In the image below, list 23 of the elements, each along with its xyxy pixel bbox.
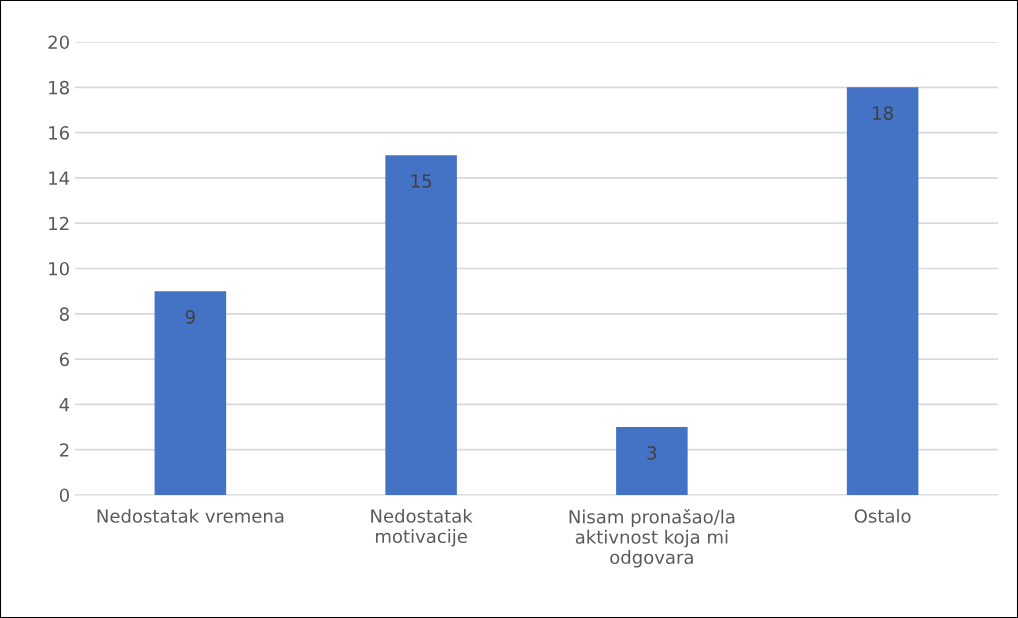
data-label: 3 bbox=[647, 446, 657, 460]
bar bbox=[616, 427, 688, 495]
y-tick-label: 16 bbox=[49, 126, 69, 140]
bar bbox=[154, 291, 227, 495]
y-tick-label: 6 bbox=[59, 352, 69, 367]
x-tick-label: Nisam pronašao/la aktivnost koja mi odgovara bbox=[569, 508, 735, 568]
data-label: 18 bbox=[873, 106, 893, 120]
bar bbox=[846, 87, 919, 495]
bar bbox=[385, 155, 457, 495]
y-tick-label: 14 bbox=[49, 171, 70, 185]
data-label: 9 bbox=[185, 310, 195, 324]
x-tick-label: Ostalo bbox=[854, 508, 911, 523]
x-tick-label: Nedostatak vremena bbox=[97, 508, 284, 523]
y-tick-label: 18 bbox=[49, 80, 69, 95]
y-tick-label: 10 bbox=[49, 261, 69, 276]
data-label: 15 bbox=[411, 174, 432, 188]
y-tick-label: 12 bbox=[49, 216, 69, 231]
y-tick-label: 0 bbox=[59, 488, 69, 503]
y-tick-label: 8 bbox=[59, 307, 69, 321]
y-tick-label: 2 bbox=[59, 443, 69, 457]
y-tick-label: 4 bbox=[59, 398, 70, 412]
y-tick-label: 20 bbox=[48, 35, 69, 50]
x-tick-label: Nedostatak motivacije bbox=[371, 508, 473, 547]
